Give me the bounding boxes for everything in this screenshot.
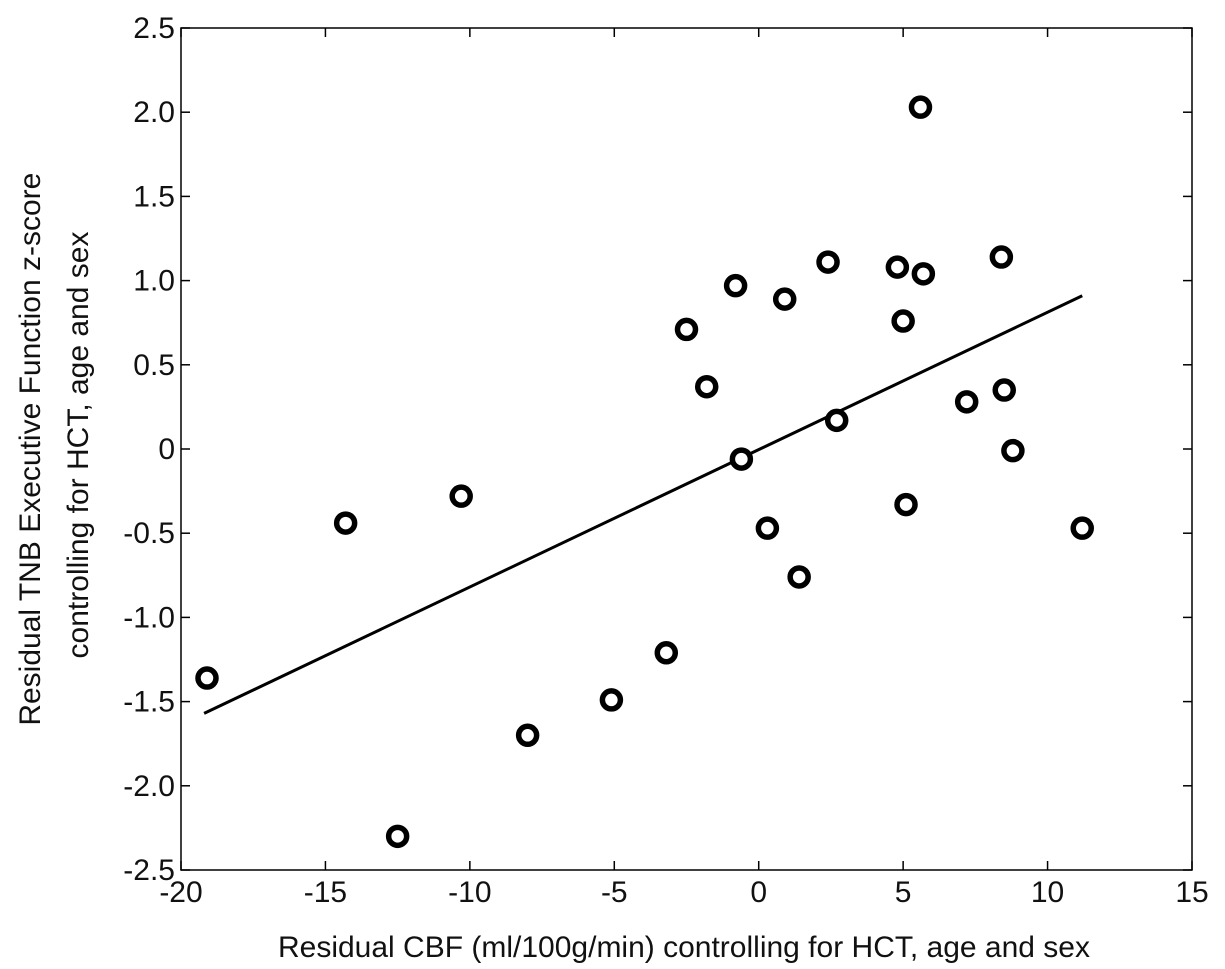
y-tick-label: -1.0 (123, 601, 175, 634)
data-point (385, 824, 410, 849)
axis-tick-labels: -20 -15 -10 -5 0 5 10 15 2.5 2.0 1.5 1.0 0.5 0 -0.5 -1.… (123, 12, 1208, 909)
data-point (772, 287, 797, 311)
x-tick-label: -5 (601, 876, 628, 909)
data-point (824, 408, 849, 433)
y-tick-label: 2.0 (133, 96, 175, 129)
y-tick-label: -2.5 (123, 854, 175, 887)
data-point (992, 378, 1016, 402)
x-tick-label: 5 (895, 876, 912, 909)
y-tick-label: -0.5 (123, 517, 175, 550)
data-point (816, 250, 840, 274)
data-point (755, 516, 780, 540)
plot-frame (180, 27, 1193, 871)
data-point (989, 245, 1014, 269)
data-point (787, 565, 811, 589)
y-tick-label: -2.0 (123, 770, 175, 803)
y-tick-label: 0 (158, 433, 175, 466)
data-point (729, 447, 754, 471)
x-axis-title: Residual CBF (ml/100g/min) controlling f… (278, 931, 1090, 964)
regression-line (203, 294, 1083, 715)
y-tick-label: -1.5 (123, 686, 175, 719)
x-tick-label: 10 (1031, 876, 1064, 909)
x-tick-label: -15 (304, 876, 347, 909)
y-tick-label: 1.0 (133, 265, 175, 298)
y-tick-label: 0.5 (133, 349, 175, 382)
data-point (654, 641, 679, 665)
data-point (911, 262, 936, 286)
data-point (333, 511, 358, 535)
axis-ticks (180, 27, 1193, 871)
data-point (723, 273, 748, 298)
y-tick-label: 2.5 (133, 12, 175, 45)
y-tick-label: 1.5 (133, 180, 175, 213)
data-point (885, 255, 910, 279)
y-axis-title-line-2: controlling for HCT, age and sex (62, 232, 95, 659)
data-point (908, 95, 933, 119)
data-point (599, 688, 624, 712)
data-point (894, 492, 918, 517)
data-point (674, 317, 699, 342)
data-point (515, 723, 540, 748)
x-tick-label: -20 (159, 876, 202, 909)
data-point (891, 309, 915, 333)
x-tick-label: 0 (750, 876, 767, 909)
y-axis-title: Residual TNB Executive Function z-score … (14, 164, 95, 725)
data-point (449, 484, 473, 508)
x-tick-label: -10 (448, 876, 491, 909)
data-points (195, 95, 1094, 849)
y-axis-title-line-1: Residual TNB Executive Function z-score (14, 173, 47, 726)
data-point (1070, 516, 1094, 540)
x-tick-label: 15 (1175, 876, 1208, 909)
data-point (1001, 438, 1025, 463)
data-point (694, 374, 719, 399)
data-point (195, 666, 219, 690)
data-point (954, 390, 979, 414)
